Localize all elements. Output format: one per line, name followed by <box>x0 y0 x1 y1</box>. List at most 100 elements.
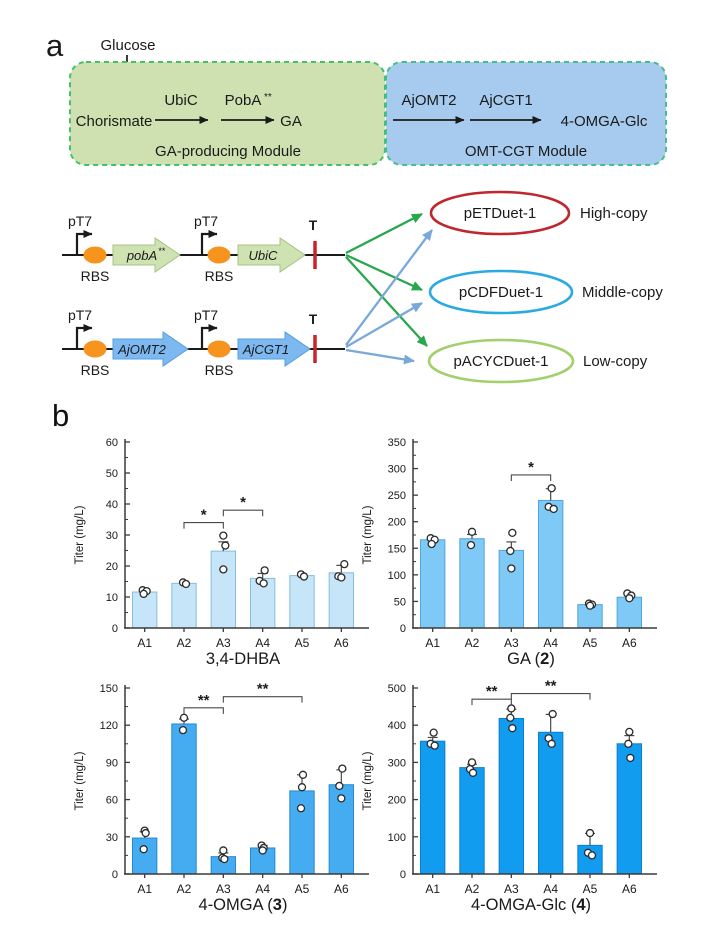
bars-group <box>131 723 355 875</box>
y-axis-title: Titer (mg/L) <box>362 505 374 564</box>
bar-A1 <box>131 837 158 875</box>
x-tick-label-A5: A5 <box>295 636 310 650</box>
rbs4-icon <box>207 340 231 358</box>
data-point-A1 <box>141 828 150 838</box>
bar-A5 <box>289 575 315 629</box>
rbs3-icon <box>83 340 107 358</box>
y-tick-label: 20 <box>106 561 118 573</box>
significance-label: ** <box>545 678 557 695</box>
significance-bracket <box>183 707 224 714</box>
y-tick-label: 30 <box>106 530 118 542</box>
x-tick-label-A3: A3 <box>504 636 519 650</box>
rbs1-label: RBS <box>81 268 110 284</box>
data-point-A6 <box>338 764 347 773</box>
pcdfduet-copy-level: Middle-copy <box>582 284 663 301</box>
data-point-A1 <box>139 589 148 599</box>
data-points-group <box>426 484 636 610</box>
data-points-group <box>426 704 635 860</box>
data-point-A4 <box>259 579 268 588</box>
data-point-A4 <box>547 739 556 748</box>
data-point-A1 <box>139 845 148 854</box>
rbs3-label: RBS <box>81 362 110 378</box>
data-point-A6 <box>625 727 634 737</box>
bar-A2 <box>171 723 197 875</box>
y-axis-title: Titer (mg/L) <box>74 505 86 564</box>
gene3-label: AjOMT2 <box>117 342 166 357</box>
y-tick-label: 400 <box>388 720 406 732</box>
x-tick-label-A6: A6 <box>334 636 349 650</box>
data-point-A6 <box>624 739 633 748</box>
petduet-name: pETDuet-1 <box>464 205 537 222</box>
data-point-A2 <box>181 579 191 589</box>
blue-arrow-to-pacyc <box>345 348 415 365</box>
significance-bracket <box>510 693 591 700</box>
intermediate-label: Chorismate <box>76 113 153 130</box>
enzyme-ajcgt1-label: AjCGT1 <box>479 92 532 109</box>
data-point-A6 <box>340 559 349 569</box>
data-point-A4 <box>548 709 557 719</box>
bar-A1 <box>419 539 446 629</box>
green-arrow-to-pet <box>345 212 423 255</box>
blue-arrow-to-pet <box>345 229 433 346</box>
bar-A2 <box>459 538 485 629</box>
chart-title: GA (2) <box>507 650 555 668</box>
x-tick-label-A4: A4 <box>255 882 270 896</box>
data-point-A5 <box>587 851 597 860</box>
bars-group <box>419 718 643 875</box>
data-point-A3 <box>508 528 517 538</box>
bar-A3 <box>498 549 525 629</box>
significance-bracket <box>222 696 303 703</box>
ga-module-name: GA-producing Module <box>155 143 301 160</box>
y-tick-label: 10 <box>106 592 118 604</box>
omt-module-pathway: AjOMT2 AjCGT1 4-OMGA-Glc OMT-CGT Module <box>393 92 648 160</box>
omt-module-box <box>385 61 667 166</box>
gene1-sup: ** <box>158 246 166 256</box>
x-tick-label-A2: A2 <box>465 636 480 650</box>
x-tick-label-A3: A3 <box>216 636 231 650</box>
data-point-A2 <box>468 768 478 777</box>
bar-A3 <box>210 550 237 629</box>
data-point-A3 <box>220 854 229 864</box>
x-tick-label-A3: A3 <box>504 882 519 896</box>
data-point-A1 <box>430 741 439 750</box>
x-tick-label-A3: A3 <box>216 882 231 896</box>
x-tick-label-A4: A4 <box>255 636 270 650</box>
rbs1-icon <box>83 246 107 264</box>
x-tick-label-A1: A1 <box>137 636 152 650</box>
green-arrow-to-pcdf <box>345 253 423 292</box>
promoter1-icon <box>75 230 93 255</box>
y-tick-label: 200 <box>388 795 406 807</box>
y-tick-label: 60 <box>106 437 118 449</box>
enzyme-ubic-label: UbiC <box>164 92 198 109</box>
y-tick-label: 0 <box>400 623 406 635</box>
construct-green-operon: pT7 RBS pobA ** pT7 RBS UbiC T <box>62 213 345 284</box>
data-point-A3 <box>507 564 516 573</box>
data-point-A6 <box>337 573 346 582</box>
omt-module-name: OMT-CGT Module <box>465 143 587 160</box>
y-tick-label: 30 <box>106 832 118 844</box>
data-point-A1 <box>427 539 436 549</box>
data-point-A6 <box>626 753 635 763</box>
gene2-label: UbiC <box>249 248 279 263</box>
significance-label: * <box>201 507 207 524</box>
x-tick-label-A6: A6 <box>622 882 637 896</box>
ga-module-pathway: Chorismate UbiC PobA ** GA GA-producing … <box>76 92 302 160</box>
data-point-A2 <box>466 540 476 550</box>
chart-ga: 0 50 100 150 200 250 300 350 A1 A2 A3 A4 A5 A6 Titer (… <box>362 437 657 668</box>
pcdfduet-name: pCDFDuet-1 <box>459 284 543 301</box>
x-tick-label-A5: A5 <box>583 882 598 896</box>
x-tick-label-A5: A5 <box>583 636 598 650</box>
gene1-label: pobA <box>126 248 157 263</box>
data-points-group <box>139 713 347 864</box>
enzyme-ajomt2-label: AjOMT2 <box>401 92 456 109</box>
significance-group: * <box>510 459 552 481</box>
y-tick-label: 250 <box>388 490 406 502</box>
data-point-A3 <box>506 713 515 722</box>
data-point-A2 <box>467 758 477 767</box>
y-axis-title: Titer (mg/L) <box>74 751 86 810</box>
data-point-A3 <box>219 531 228 540</box>
chart-title: 3,4-DHBA <box>206 650 280 668</box>
y-tick-label: 350 <box>388 437 406 449</box>
panel-b-label: b <box>52 398 70 433</box>
